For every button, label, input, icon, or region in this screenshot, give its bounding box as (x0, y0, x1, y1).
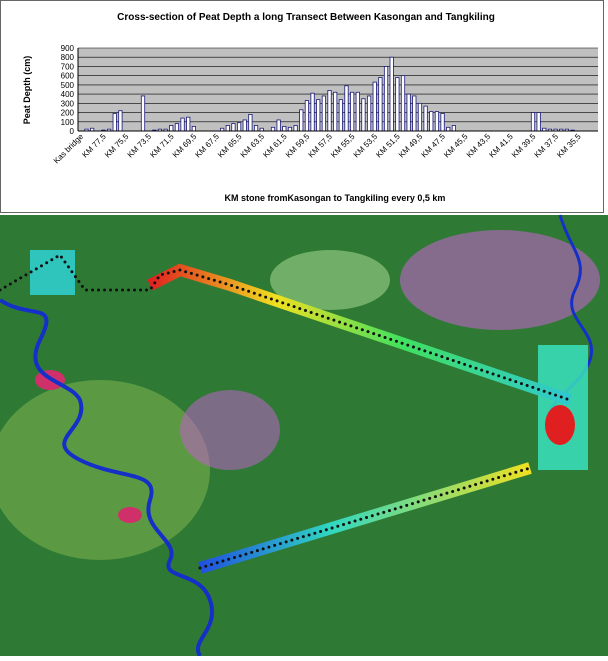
transect (147, 263, 572, 406)
y-tick-label: 500 (61, 81, 75, 90)
bar (429, 111, 434, 132)
bar (536, 112, 541, 132)
bar (270, 126, 276, 132)
y-axis-title: Peat Depth (cm) (22, 56, 32, 125)
bar (395, 77, 400, 132)
bar (191, 125, 196, 132)
bar (112, 113, 117, 132)
terrain (400, 230, 600, 330)
survey-area (30, 250, 75, 295)
bar (412, 95, 417, 132)
x-axis-title: KM stone fromKasongan to Tangkiling ever… (225, 193, 446, 203)
bar (140, 95, 146, 132)
bar (304, 100, 310, 132)
bar (287, 126, 293, 132)
y-tick-label: 300 (61, 99, 75, 108)
bar (310, 92, 315, 132)
transect-points (198, 466, 532, 570)
satellite-map (0, 214, 608, 658)
bar (282, 125, 287, 132)
bar (400, 75, 406, 132)
bar (350, 91, 355, 132)
chart-title: Cross-section of Peat Depth a long Trans… (117, 12, 495, 23)
bar (180, 117, 185, 132)
survey-area (545, 405, 575, 445)
bar (231, 123, 236, 132)
terrain (180, 390, 280, 470)
bar (169, 125, 174, 132)
bar (225, 125, 230, 132)
bar (446, 126, 451, 132)
bar (321, 95, 326, 132)
bar (316, 99, 321, 132)
bar (327, 90, 332, 132)
bar (366, 95, 372, 132)
bar (355, 91, 360, 132)
bar (406, 93, 411, 132)
bar (333, 91, 338, 132)
y-tick-label: 400 (61, 90, 75, 99)
terrain (270, 250, 390, 310)
bar (186, 116, 191, 132)
plot-area (78, 48, 598, 131)
bar (530, 112, 536, 132)
bar (276, 119, 281, 132)
bar (253, 125, 259, 132)
bar (423, 105, 428, 132)
bar (378, 77, 383, 132)
bar (344, 85, 349, 132)
bar (361, 98, 366, 132)
bar (338, 99, 343, 132)
bar (174, 123, 180, 132)
bar (417, 102, 423, 132)
bar (248, 114, 253, 132)
river (0, 298, 214, 658)
y-tick-label: 0 (70, 127, 75, 136)
bar (372, 81, 377, 132)
bar (299, 109, 304, 132)
bar (236, 122, 242, 132)
bar (451, 125, 456, 132)
bar (383, 66, 389, 132)
y-tick-label: 600 (61, 72, 75, 81)
y-tick-label: 700 (61, 62, 75, 71)
bar (242, 119, 247, 132)
bar (293, 125, 298, 132)
bar (440, 113, 445, 132)
transect-points (0, 253, 572, 402)
terrain (118, 507, 142, 523)
bar (434, 111, 440, 132)
y-tick-label: 100 (61, 118, 75, 127)
y-tick-label: 900 (61, 44, 75, 53)
y-tick-label: 200 (61, 109, 75, 118)
bar (118, 110, 123, 132)
bar (389, 56, 394, 132)
y-tick-label: 800 (61, 53, 75, 62)
